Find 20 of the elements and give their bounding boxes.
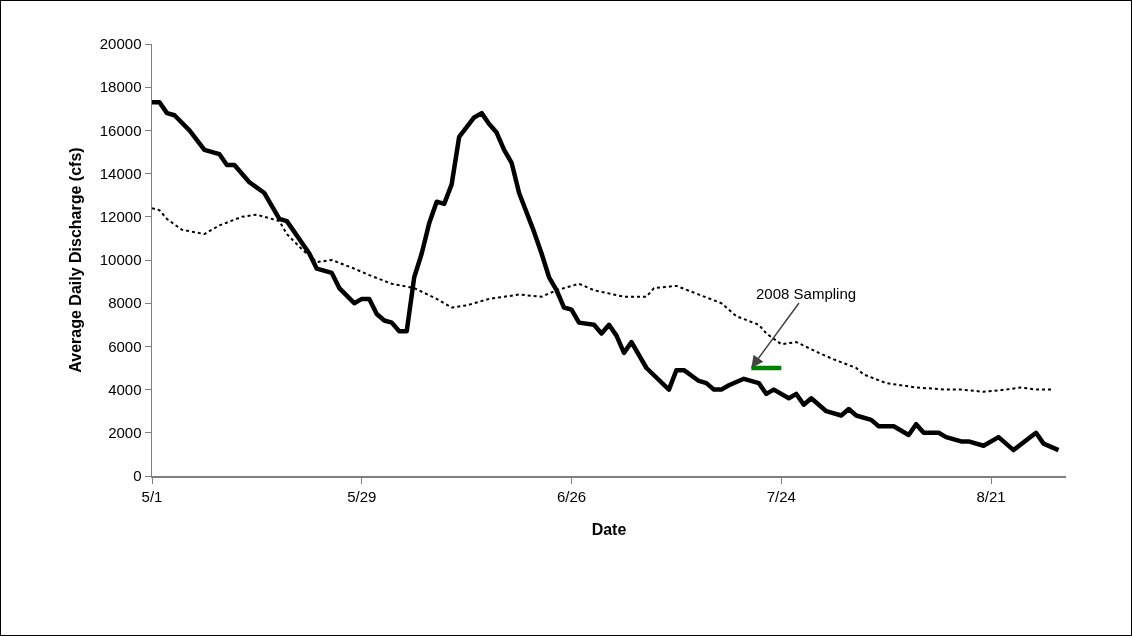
x-tick-label: 7/24 [766, 487, 796, 505]
x-tick-label: 8/21 [976, 487, 1006, 505]
x-tick-label: 5/29 [347, 487, 377, 505]
y-tick-label: 2000 [108, 424, 142, 442]
y-tick-label: 10000 [99, 251, 142, 269]
y-tick-label: 0 [133, 467, 142, 485]
y-tick-label: 6000 [108, 337, 142, 355]
y-tick-label: 8000 [108, 294, 142, 312]
x-tick-label: 5/1 [141, 487, 163, 505]
y-tick-label: 18000 [99, 78, 142, 96]
line-series [152, 100, 1061, 453]
y-tick-label: 16000 [99, 121, 142, 139]
y-tick-label: 14000 [99, 164, 142, 182]
x-tick-label: 6/26 [556, 487, 587, 505]
y-tick-label: 20000 [99, 35, 142, 53]
y-axis-title: Average Daily Discharge (cfs) [66, 147, 84, 373]
annotation: 2008 Sampling [756, 285, 857, 302]
y-tick-label: 12000 [99, 208, 142, 226]
y-tick-label: 4000 [108, 380, 142, 398]
x-axis-title: Date [591, 520, 627, 538]
